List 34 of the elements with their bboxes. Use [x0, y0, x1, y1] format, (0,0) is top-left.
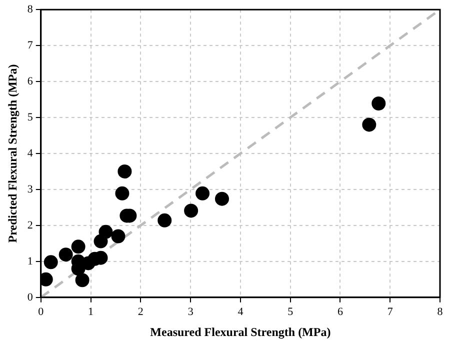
x-tick-label: 5: [288, 306, 294, 318]
y-tick-label: 5: [27, 111, 34, 124]
point: [118, 164, 132, 178]
x-tick-label: 1: [88, 306, 94, 318]
point: [75, 273, 90, 288]
y-tick-label: 3: [27, 183, 34, 196]
y-tick-label: 6: [27, 75, 34, 88]
point: [362, 118, 376, 132]
x-axis-title: Measured Flexural Strength (MPa): [150, 324, 331, 339]
x-tick-label: 7: [387, 306, 394, 318]
point: [58, 248, 73, 262]
point: [44, 255, 58, 270]
y-axis-title: Predicted Flexural Strength (MPa): [5, 64, 20, 243]
point: [196, 186, 210, 200]
y-tick-label: 8: [27, 3, 34, 16]
y-tick-label: 1: [27, 255, 33, 268]
y-tick-label: 0: [27, 291, 34, 304]
point: [115, 186, 130, 200]
y-tick-label: 2: [27, 219, 33, 232]
x-tick-label: 0: [38, 306, 44, 318]
point: [98, 224, 113, 239]
point: [372, 96, 386, 110]
y-tick-label: 4: [27, 147, 34, 160]
point: [71, 240, 86, 254]
point: [184, 204, 198, 218]
x-tick-label: 8: [437, 306, 444, 318]
x-tick-label: 3: [188, 306, 194, 318]
point: [214, 192, 229, 206]
point: [158, 213, 172, 228]
point: [111, 229, 126, 244]
x-tick-label: 2: [138, 306, 144, 318]
x-tick-label: 6: [337, 306, 344, 318]
y-tick-label: 7: [27, 39, 34, 52]
x-tick-label: 4: [238, 306, 244, 318]
